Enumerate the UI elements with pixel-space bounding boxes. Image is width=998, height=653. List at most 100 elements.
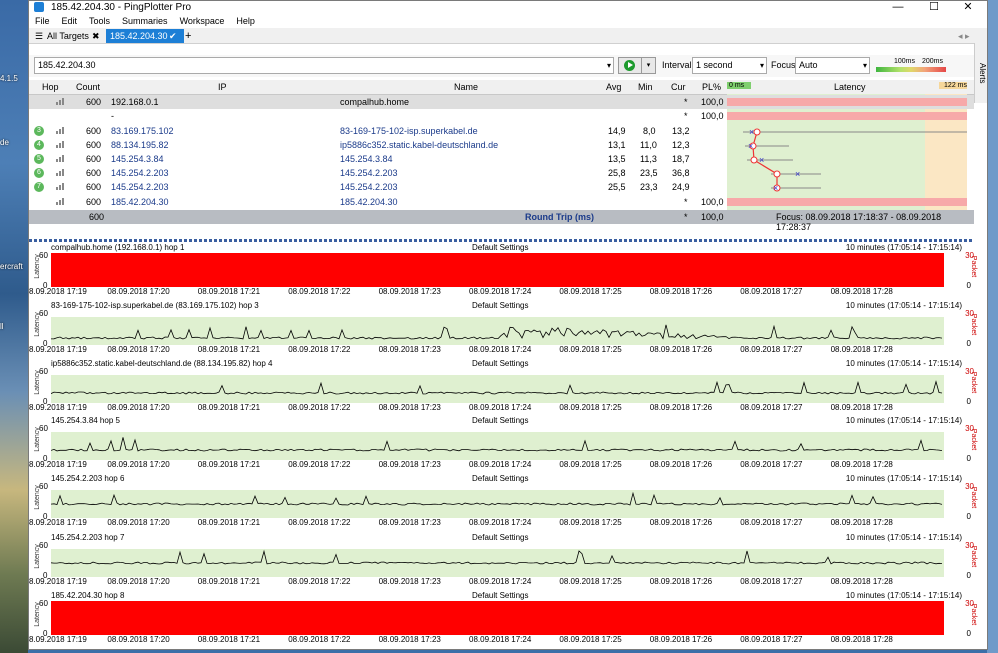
table-row[interactable]: 600 185.42.204.30 185.42.204.30 * 100,0 [29,195,974,209]
timeline-panel[interactable]: 145.254.2.203 hop 6 Default Settings 10 mi… [29,474,977,532]
y-min: 0 [43,512,48,521]
start-trace-button[interactable] [618,57,642,74]
time-tick: 8.09.2018 17:19 [29,518,87,527]
time-axis: 8.09.2018 17:19 08.09.2018 17:20 08.09.201… [29,577,944,587]
row-cur: 24,9 [672,182,690,192]
row-count: 600 [86,126,102,136]
start-options-button[interactable]: ▾ [641,57,656,74]
time-tick: 08.09.2018 17:22 [288,345,351,354]
time-tick: 08.09.2018 17:26 [649,577,713,586]
time-tick: 08.09.2018 17:23 [378,460,441,469]
hop-number: 6 [34,168,44,178]
panel-settings: Default Settings [472,243,529,252]
col-name[interactable]: Name [454,82,479,92]
menu-edit[interactable]: Edit [61,16,78,26]
latency-plot[interactable] [51,426,944,460]
hamburger-icon[interactable]: ☰ [35,31,44,41]
target-input[interactable]: 185.42.204.30 ▾ [34,57,614,74]
tab-active-target[interactable]: 185.42.204.30 [106,29,184,43]
time-tick: 08.09.2018 17:26 [649,403,713,412]
latency-plot[interactable] [51,311,944,345]
timeline-panel[interactable]: 145.254.3.84 hop 5 Default Settings 10 min… [29,416,977,474]
timeline-panel[interactable]: 145.254.2.203 hop 7 Default Settings 10 mi… [29,533,977,591]
col-avg[interactable]: Avg [606,82,622,92]
tab-nav-icon[interactable]: ◂ ▸ [958,31,970,41]
table-row[interactable]: 4 600 88.134.195.82 ip5886c352.static.ka… [29,138,974,152]
app-icon [34,2,44,12]
scale-200: 200ms [922,58,944,65]
latency-plot[interactable] [51,484,944,518]
time-tick: 08.09.2018 17:28 [830,287,893,296]
table-row[interactable]: 3 600 83.169.175.102 83-169-175-102-isp.… [29,124,974,138]
close-button[interactable]: ✕ [963,1,973,13]
menu-tools[interactable]: Tools [89,16,111,26]
row-cur: * [684,97,688,107]
loss-bar [727,198,967,206]
latency-plot[interactable] [51,253,944,287]
alerts-panel-tab[interactable]: Alerts [974,43,987,103]
maximize-button[interactable]: ☐ [929,1,939,13]
menu-file[interactable]: File [35,16,50,26]
window-title: 185.42.204.30 - PingPlotter Pro [51,2,192,13]
timeline-panel[interactable]: compalhub.home (192.168.0.1) hop 1 Defaul… [29,243,977,301]
time-tick: 08.09.2018 17:23 [378,287,441,296]
menu-help[interactable]: Help [236,16,255,26]
lat-max-label: 122 ms [939,82,967,89]
table-row[interactable]: 5 600 145.254.3.84 145.254.3.84 13,5 11,… [29,152,974,166]
add-tab-button[interactable]: + [185,30,192,42]
row-avg: 25,8 [608,168,626,178]
col-min[interactable]: Min [638,82,653,92]
time-tick: 08.09.2018 17:22 [288,518,351,527]
time-tick: 08.09.2018 17:23 [378,577,441,586]
row-count: 600 [86,168,102,178]
col-latency[interactable]: Latency [834,82,866,92]
table-row[interactable]: 7 600 145.254.2.203 145.254.2.203 25,5 2… [29,180,974,194]
tab-all-targets[interactable]: All Targets [47,31,89,41]
latency-plot[interactable] [51,369,944,403]
table-row[interactable]: - * 100,0 [29,109,974,123]
packet-max: 30 [965,424,974,433]
col-pl[interactable]: PL% [702,82,722,92]
packet-axis-label: Packet [969,428,977,451]
bars-icon [56,198,64,205]
chevron-down-icon[interactable]: ▾ [606,61,611,70]
timeline-panel[interactable]: ip5886c352.static.kabel-deutschland.de (… [29,359,977,417]
time-tick: 08.09.2018 17:20 [107,577,170,586]
panel-range: 10 minutes (17:05:14 - 17:15:14) [845,416,962,425]
y-min: 0 [43,397,48,406]
time-axis: 8.09.2018 17:19 08.09.2018 17:20 08.09.201… [29,518,944,528]
toolbar: 185.42.204.30 ▾ ▾ Interval 1 second ▾ Focu… [29,55,974,77]
col-count[interactable]: Count [76,82,101,92]
svg-text:×: × [795,169,800,179]
row-ip: 145.254.2.203 [111,168,169,178]
tab-close-icon[interactable]: ✖ [92,31,100,41]
time-tick: 8.09.2018 17:19 [29,460,87,469]
total-cur: * [684,212,688,222]
col-ip[interactable]: IP [218,82,227,92]
row-count: 600 [86,182,102,192]
timeline-panel[interactable]: 185.42.204.30 hop 8 Default Settings 10 mi… [29,591,977,649]
desktop-edge [987,0,998,653]
time-tick: 08.09.2018 17:24 [469,518,532,527]
time-tick: 08.09.2018 17:26 [649,345,713,354]
total-count: 600 [89,212,105,222]
latency-plot[interactable] [51,543,944,577]
time-tick: 08.09.2018 17:21 [197,345,261,354]
time-tick: 08.09.2018 17:27 [740,577,803,586]
menu-summaries[interactable]: Summaries [122,16,168,26]
col-hop[interactable]: Hop [42,82,59,92]
time-axis: 8.09.2018 17:19 08.09.2018 17:20 08.09.201… [29,403,944,413]
menu-workspace[interactable]: Workspace [179,16,225,26]
panel-title: ip5886c352.static.kabel-deutschland.de (… [51,359,273,368]
minimize-button[interactable]: — [892,1,904,13]
latency-plot[interactable] [51,601,944,635]
time-tick: 08.09.2018 17:23 [378,518,441,527]
focus-select[interactable]: Auto ▾ [795,57,870,74]
timeline-panel[interactable]: 83-169-175-102-isp.superkabel.de (83.169… [29,301,977,359]
splitter[interactable] [29,239,974,242]
interval-select[interactable]: 1 second ▾ [692,57,767,74]
table-row[interactable]: 6 600 145.254.2.203 145.254.2.203 25,8 2… [29,166,974,180]
panel-settings: Default Settings [472,359,529,368]
table-row[interactable]: 600 192.168.0.1 compalhub.home * 100,0 [29,95,974,109]
col-cur[interactable]: Cur [671,82,686,92]
